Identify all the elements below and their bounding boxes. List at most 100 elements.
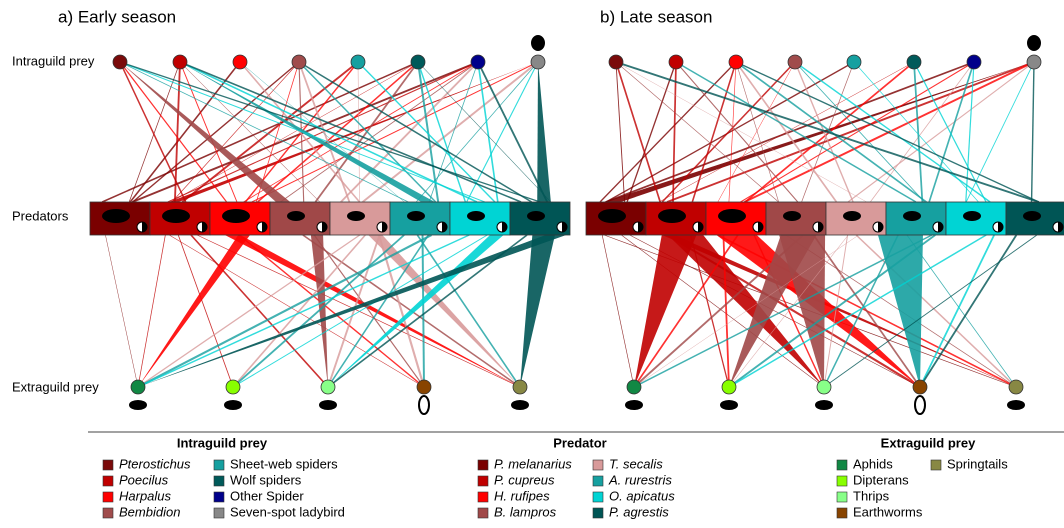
legend-label: P. agrestis [609,504,669,519]
link [133,62,299,202]
link [138,235,250,387]
legend-label: Pterostichus [119,456,191,471]
link [138,235,566,387]
predator-icon [222,209,250,223]
legend-label: O. apicatus [609,488,675,503]
legend-label: Dipterans [853,472,909,487]
link [520,235,555,387]
extraguild-node [417,380,431,394]
legend-label: Bembidion [119,504,180,519]
intraguild-node [351,55,365,69]
link [795,62,924,202]
link [105,235,138,387]
panel-title: a) Early season [58,7,176,26]
legend-swatch [478,460,488,470]
legend-swatch [593,460,603,470]
link [1032,62,1034,202]
intraguild-node [609,55,623,69]
link [418,62,551,202]
prey-icon [915,396,925,414]
legend-swatch [837,460,847,470]
predator-icon [347,211,365,221]
food-web-figure: a) Early season b) Late season Intraguil… [0,0,1064,528]
intraguild-node [411,55,425,69]
intraguild-node [1027,55,1041,69]
predator-icon [527,211,545,221]
link [920,235,1016,387]
link [172,62,299,202]
legend-label: A. rurestris [608,472,672,487]
legend-title: Predator [553,435,606,450]
intraguild-node [531,55,545,69]
predator-icon [598,209,626,223]
predator-icon [467,211,485,221]
prey-icon [1008,401,1024,409]
link [138,235,165,387]
legend-label: Aphids [853,456,893,471]
extraguild-node [817,380,831,394]
legend-label: Sheet-web spiders [230,456,338,471]
predator-icon [783,211,801,221]
link [634,235,696,387]
row-label: Intraguild prey [12,53,95,68]
legend-label: Seven-spot ladybird [230,504,345,519]
extraguild-node [1009,380,1023,394]
link [667,62,1034,202]
link [662,235,1016,387]
legend-swatch [103,460,113,470]
legend-swatch [593,476,603,486]
extraguild-node [913,380,927,394]
row-label: Predators [12,208,69,223]
intraguild-node [729,55,743,69]
prey-icon [320,401,336,409]
legend-swatch [103,508,113,518]
predator-icon [287,211,305,221]
predator-icon [718,209,746,223]
link [723,235,729,387]
intraguild-node [113,55,127,69]
row-label: Extraguild prey [12,379,99,394]
legend-swatch [214,476,224,486]
legend-label: Earthworms [853,504,923,519]
legend-label: Other Spider [230,488,304,503]
legend-label: Wolf spiders [230,472,302,487]
predator-icon [658,209,686,223]
legend-swatch [478,492,488,502]
intraguild-node [847,55,861,69]
prey-icon [225,401,241,409]
intraguild-node [669,55,683,69]
link [537,62,551,202]
link [907,235,1016,387]
legend-label: T. secalis [609,456,663,471]
legend-label: H. rufipes [494,488,550,503]
prey-icon [130,401,146,409]
link [854,62,978,202]
intraguild-node [471,55,485,69]
prey-icon [512,401,528,409]
legend-title: Intraguild prey [177,435,268,450]
link [120,62,485,202]
link [138,235,431,387]
link [676,62,916,202]
ladybird-icon [1027,35,1041,51]
legend-label: Springtails [947,456,1008,471]
legend-swatch [593,508,603,518]
prey-icon [816,401,832,409]
link [138,235,469,387]
legend-label: P. cupreus [494,472,555,487]
extraguild-node [131,380,145,394]
extraguild-node [627,380,641,394]
extraguild-node [226,380,240,394]
intraguild-node [233,55,247,69]
intraguild-node [292,55,306,69]
predator-icon [843,211,861,221]
legend-swatch [214,460,224,470]
legend-swatch [931,460,941,470]
predator-icon [162,209,190,223]
legend-swatch [478,508,488,518]
prey-icon [721,401,737,409]
legend-swatch [478,476,488,486]
link [736,62,779,202]
prey-icon [419,396,429,414]
legend-swatch [214,492,224,502]
